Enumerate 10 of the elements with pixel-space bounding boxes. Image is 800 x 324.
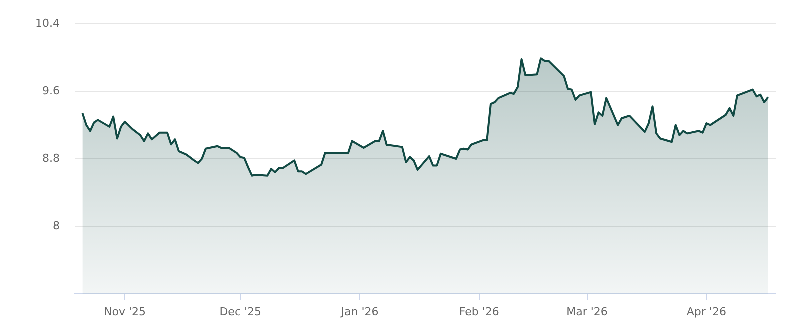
x-tick-label: Apr '26 — [686, 305, 726, 318]
x-tick-label: Jan '26 — [340, 305, 379, 318]
y-tick-label: 8.8 — [42, 152, 60, 165]
x-tick-label: Nov '25 — [104, 305, 146, 318]
x-tick-label: Feb '26 — [459, 305, 500, 318]
y-tick-label: 8 — [53, 219, 60, 232]
x-tick-label: Mar '26 — [566, 305, 608, 318]
y-tick-label: 10.4 — [36, 16, 60, 30]
x-tick-label: Dec '25 — [220, 305, 262, 318]
y-tick-label: 9.6 — [42, 84, 60, 98]
